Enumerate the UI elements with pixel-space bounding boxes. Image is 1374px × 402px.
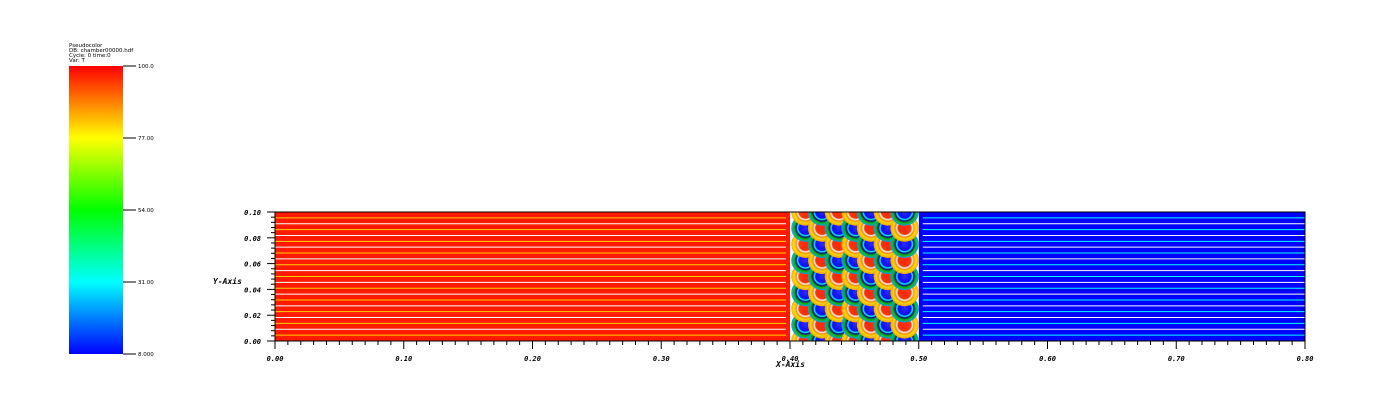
y-tick-label: 0.06 <box>244 261 261 269</box>
x-tick-label: 0.10 <box>395 355 412 363</box>
x-tick-label: 0.80 <box>1297 355 1314 363</box>
y-tick-label: 0.04 <box>244 286 261 294</box>
temperature-field <box>275 212 1305 341</box>
y-tick-label: 0.00 <box>244 338 261 346</box>
x-tick-label: 0.40 <box>782 355 799 363</box>
y-tick-label: 0.02 <box>244 312 261 320</box>
y-axis-ticks: 0.00 0.02 0.04 0.06 0.08 0.10 <box>244 209 275 346</box>
colorbar-tick-label: 54.00 <box>138 208 154 214</box>
colorbar-swatch <box>69 66 123 354</box>
colorbar: 100.0 77.00 54.00 31.00 8.000 <box>69 64 154 358</box>
x-tick-label: 0.30 <box>653 355 670 363</box>
variable-label: Var: T <box>69 58 85 64</box>
colorbar-tick-label: 77.00 <box>138 136 154 142</box>
plot-type-label: Pseudocolor <box>69 43 103 49</box>
x-tick-label: 0.50 <box>910 355 927 363</box>
y-tick-label: 0.08 <box>244 235 261 243</box>
colorbar-tick-label: 31.00 <box>138 280 154 286</box>
y-axis-title: Y-Axis <box>213 276 242 286</box>
colorbar-tick-label: 100.0 <box>138 64 154 70</box>
x-axis-title: X-Axis <box>775 359 805 369</box>
x-tick-label: 0.70 <box>1168 355 1185 363</box>
x-axis-ticks: 0.00 0.10 0.20 0.30 0.40 0.50 0.60 0.70 0.80 <box>267 341 1314 363</box>
colorbar-ticks: 100.0 77.00 54.00 31.00 8.000 <box>123 64 154 358</box>
y-tick-label: 0.10 <box>244 209 261 217</box>
mixing-cell <box>890 212 919 226</box>
database-label: DB: chamber00000.hdf <box>69 48 134 54</box>
x-tick-label: 0.20 <box>524 355 541 363</box>
colorbar-tick-label: 8.000 <box>138 352 154 358</box>
x-tick-label: 0.00 <box>267 355 284 363</box>
cycle-time-label: Cycle: 0 time:0 <box>69 53 111 59</box>
plot-header: Pseudocolor DB: chamber00000.hdf Cycle: … <box>69 43 134 64</box>
x-tick-label: 0.60 <box>1039 355 1056 363</box>
